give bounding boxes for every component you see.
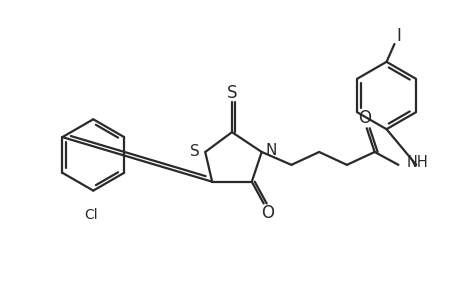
Text: I: I xyxy=(395,27,400,45)
Text: N: N xyxy=(265,142,277,158)
Text: NH: NH xyxy=(405,155,427,170)
Text: O: O xyxy=(261,204,274,222)
Text: S: S xyxy=(190,145,200,160)
Text: O: O xyxy=(358,109,370,127)
Text: Cl: Cl xyxy=(84,208,98,223)
Text: S: S xyxy=(226,83,237,101)
